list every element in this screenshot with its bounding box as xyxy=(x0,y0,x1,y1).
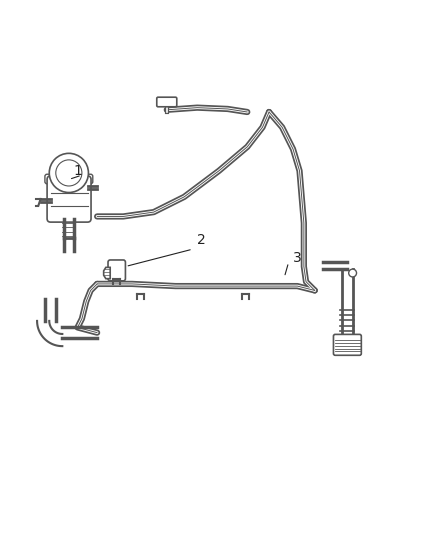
FancyBboxPatch shape xyxy=(333,334,361,356)
Polygon shape xyxy=(104,268,110,279)
Text: 3: 3 xyxy=(293,251,302,265)
Circle shape xyxy=(349,269,357,277)
FancyBboxPatch shape xyxy=(157,97,177,107)
Circle shape xyxy=(56,160,82,186)
FancyBboxPatch shape xyxy=(45,174,93,184)
Text: 2: 2 xyxy=(197,233,206,247)
FancyBboxPatch shape xyxy=(108,260,125,281)
Circle shape xyxy=(49,154,88,192)
FancyBboxPatch shape xyxy=(47,176,91,222)
Text: 1: 1 xyxy=(73,164,82,177)
